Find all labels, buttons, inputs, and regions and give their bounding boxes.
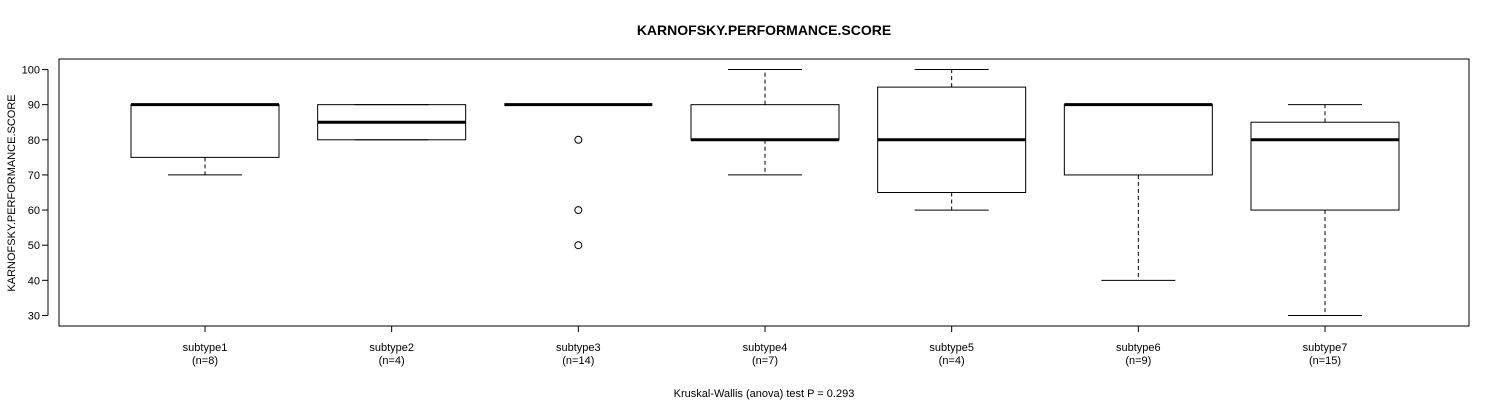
outlier-point xyxy=(574,241,583,250)
y-tick-label: 40 xyxy=(28,275,40,287)
x-count-label: (n=8) xyxy=(192,355,218,367)
outlier-point xyxy=(574,135,583,144)
x-count-label: (n=15) xyxy=(1309,355,1341,367)
box-subtype7 xyxy=(1250,104,1400,316)
y-axis-label: KARNOFSKY.PERFORMANCE.SCORE xyxy=(6,94,18,291)
x-category-label: subtype2 xyxy=(369,342,414,354)
x-count-label: (n=7) xyxy=(752,355,778,367)
x-category-label: subtype6 xyxy=(1116,342,1161,354)
outlier-point xyxy=(574,206,583,215)
x-axis-labels: subtype1(n=8)subtype2(n=4)subtype3(n=14)… xyxy=(183,326,1348,367)
box-subtype4 xyxy=(690,69,840,176)
box-subtype3 xyxy=(504,103,653,250)
chart-title: KARNOFSKY.PERFORMANCE.SCORE xyxy=(637,22,891,38)
y-tick-label: 30 xyxy=(28,310,40,322)
y-tick-label: 80 xyxy=(28,135,40,147)
y-tick-label: 100 xyxy=(22,65,40,77)
x-count-label: (n=4) xyxy=(939,355,965,367)
box-subtype6 xyxy=(1063,103,1213,281)
x-category-label: subtype5 xyxy=(929,342,974,354)
x-count-label: (n=4) xyxy=(379,355,405,367)
box-subtype5 xyxy=(877,69,1027,211)
plot-frame xyxy=(58,58,1470,327)
box-iqr xyxy=(1250,121,1400,211)
x-category-label: subtype4 xyxy=(743,342,788,354)
box-group xyxy=(130,69,1400,316)
y-axis: 30 40 50 60 70 80 90 100 xyxy=(22,65,49,322)
box-subtype2 xyxy=(317,104,467,141)
x-category-label: subtype7 xyxy=(1303,342,1348,354)
x-count-label: (n=9) xyxy=(1125,355,1151,367)
y-tick-label: 50 xyxy=(28,240,40,252)
box-iqr xyxy=(130,104,280,158)
x-category-label: subtype1 xyxy=(183,342,228,354)
box-iqr xyxy=(1063,104,1213,176)
x-axis-caption: Kruskal-Wallis (anova) test P = 0.293 xyxy=(674,388,855,400)
y-tick-label: 60 xyxy=(28,205,40,217)
box-iqr xyxy=(690,104,840,141)
x-count-label: (n=14) xyxy=(562,355,594,367)
box-subtype1 xyxy=(130,103,280,176)
y-tick-label: 90 xyxy=(28,100,40,112)
y-tick-label: 70 xyxy=(28,170,40,182)
x-category-label: subtype3 xyxy=(556,342,601,354)
